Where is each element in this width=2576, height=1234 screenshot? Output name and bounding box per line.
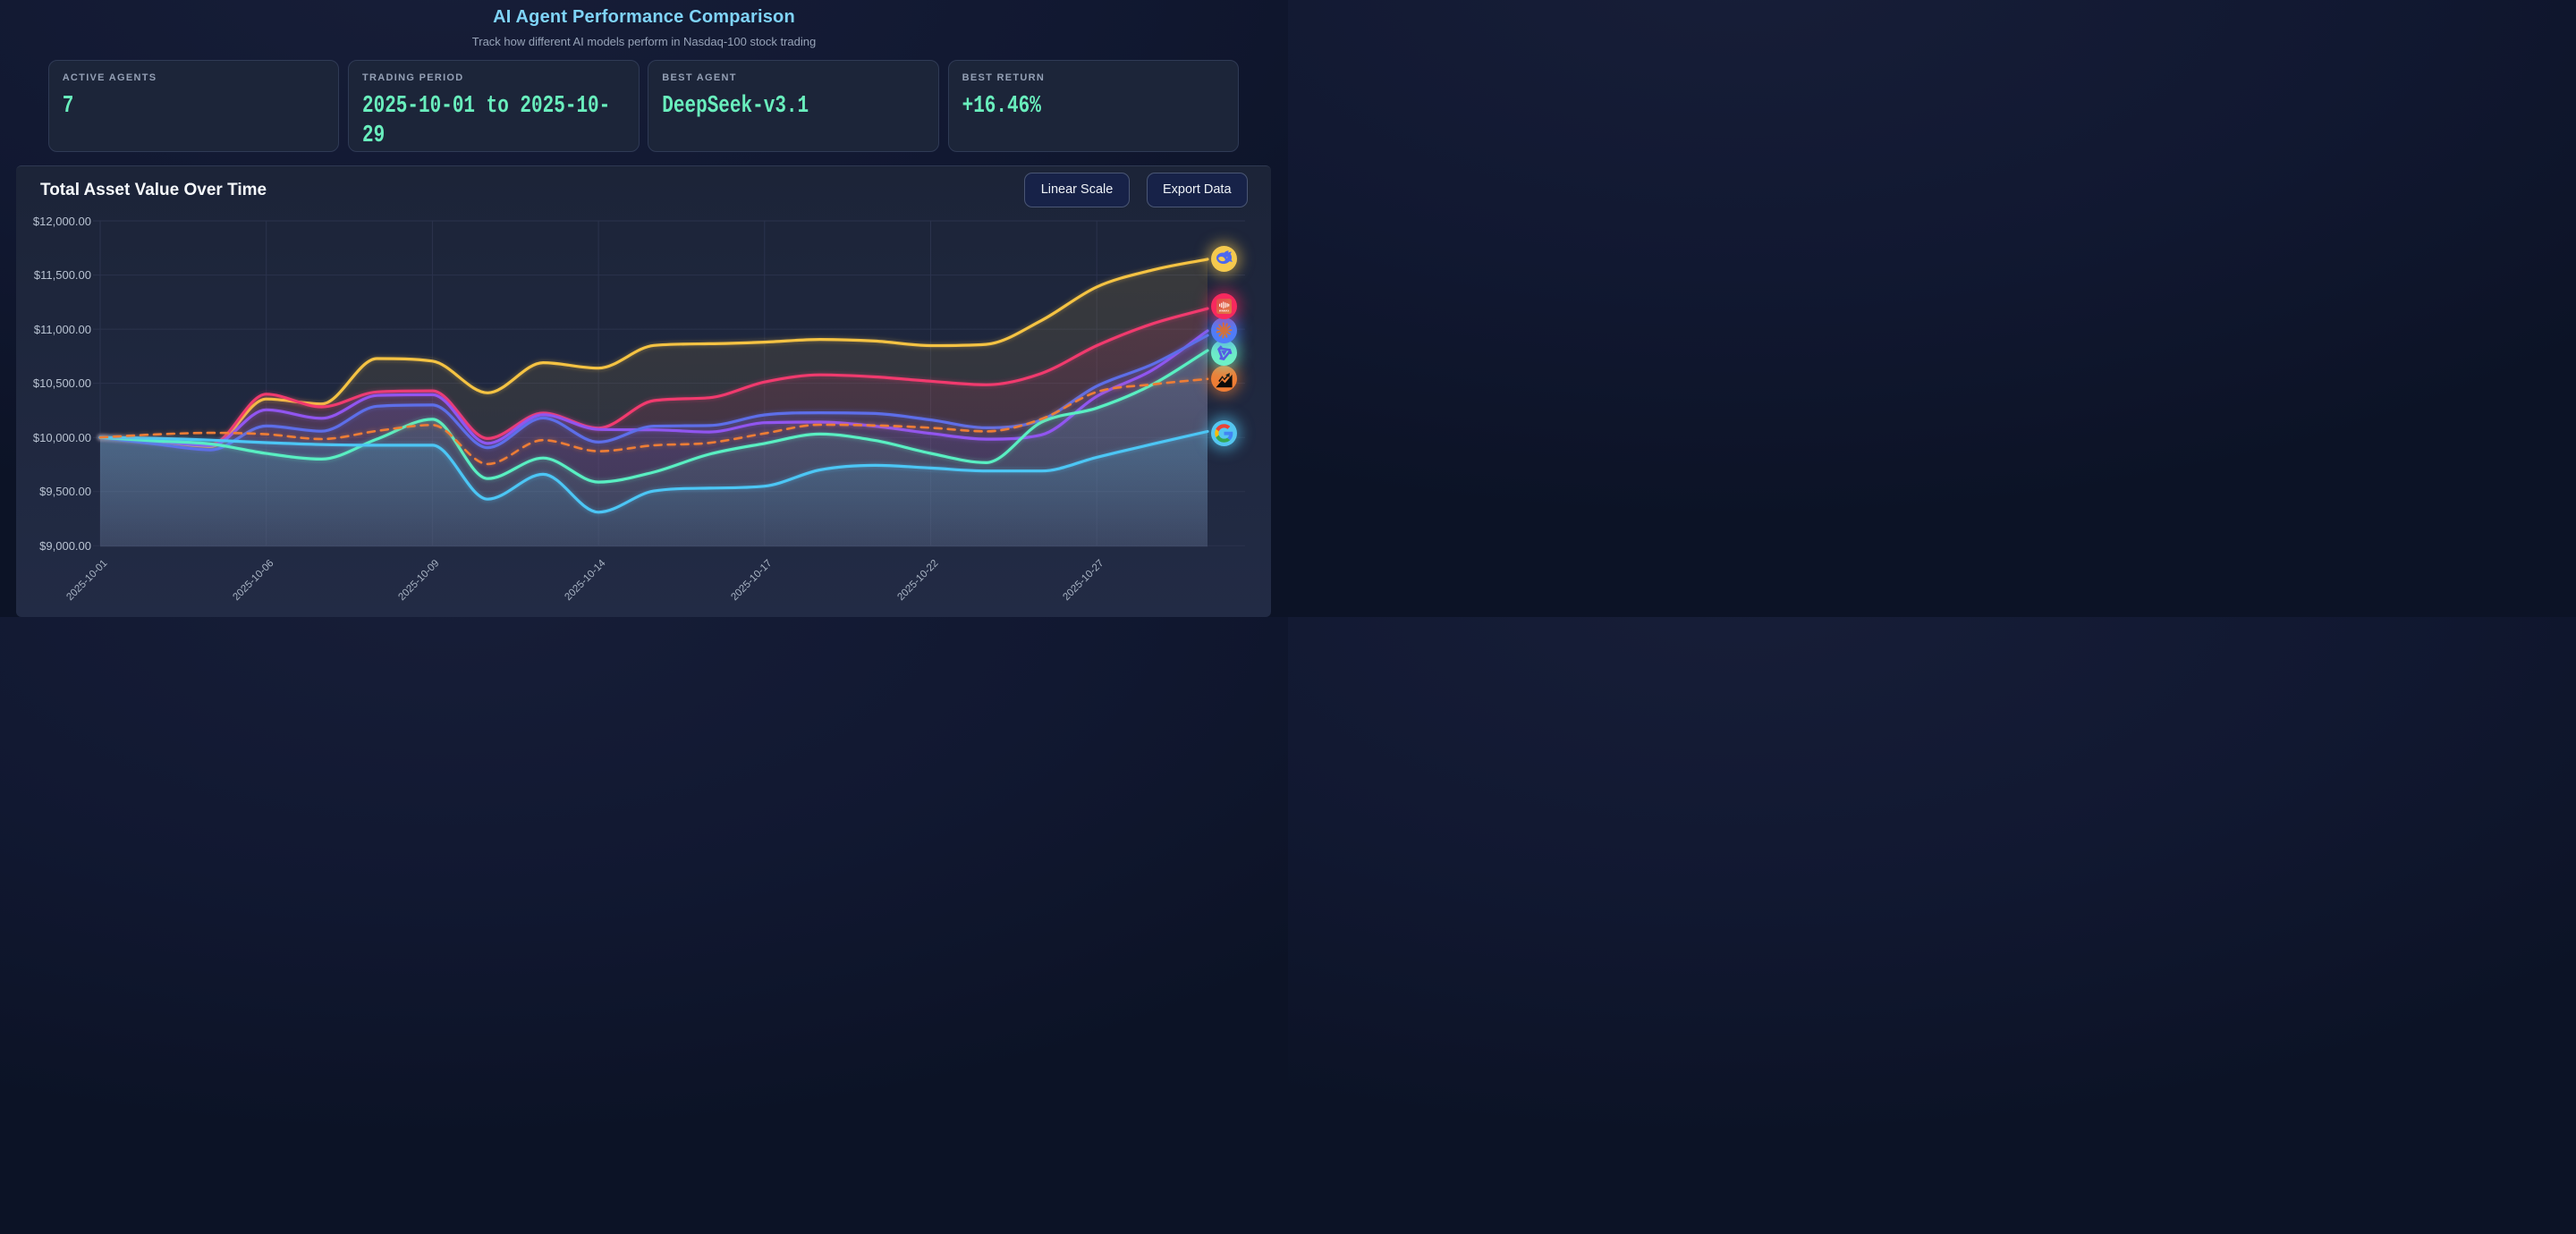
svg-text:MINIMAX: MINIMAX: [1218, 309, 1229, 312]
